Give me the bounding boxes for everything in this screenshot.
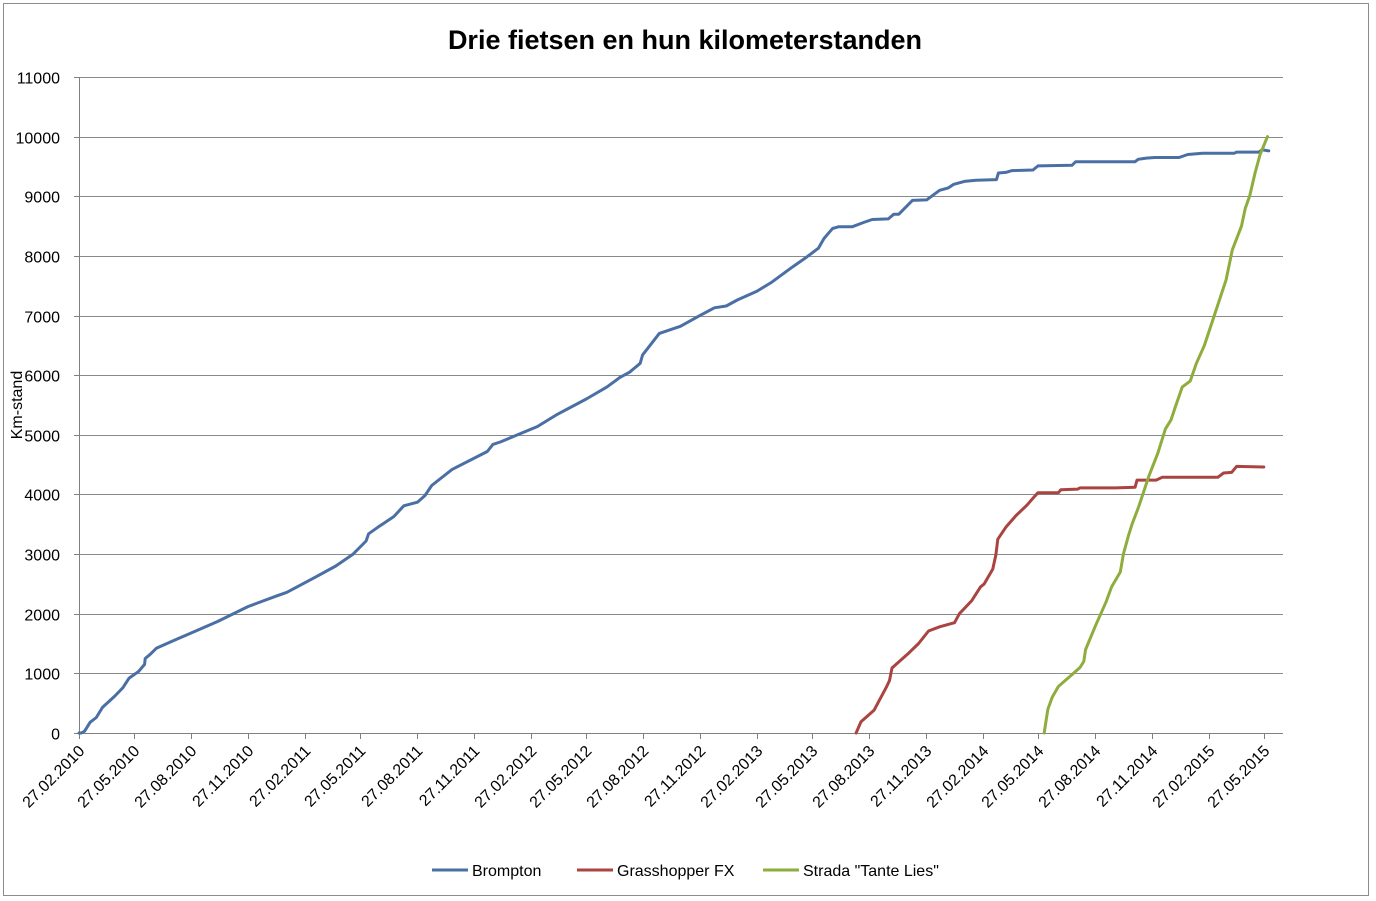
y-axis-label: Km-stand	[9, 371, 26, 439]
legend-label-1: Grasshopper FX	[617, 863, 735, 880]
y-tick-label: 2000	[24, 608, 60, 625]
series-lines	[77, 135, 1271, 735]
x-tick-labels: 27.02.201027.05.201027.08.201027.11.2010…	[20, 743, 1274, 812]
y-tick-label: 10000	[16, 131, 61, 148]
x-tick-label: 27.08.2010	[132, 743, 201, 812]
y-tick-label: 0	[51, 727, 60, 744]
x-tick-label: 27.08.2012	[584, 743, 653, 812]
gridlines	[74, 77, 1283, 734]
y-tick-label: 1000	[24, 667, 60, 684]
legend-label-2: Strada "Tante Lies"	[803, 863, 939, 880]
series-line-0	[77, 148, 1271, 735]
y-tick-label: 5000	[24, 429, 60, 446]
y-tick-label: 8000	[24, 250, 60, 267]
x-tick-label: 27.08.2011	[359, 743, 427, 811]
y-tick-label: 7000	[24, 310, 60, 327]
chart-frame	[3, 3, 1369, 896]
y-tick-label: 11000	[17, 71, 60, 88]
series-line-1	[854, 464, 1266, 735]
y-tick-label: 6000	[24, 369, 60, 386]
y-tick-label: 4000	[24, 488, 60, 505]
series-line-2	[1042, 135, 1269, 735]
x-tick-label: 27.08.2013	[810, 743, 879, 812]
y-tick-labels: 0 1000 2000 3000 4000 5000 6000 7000 8000 9000 100…	[16, 71, 61, 744]
axes	[79, 77, 1283, 739]
x-tick-label: 27.08.2014	[1036, 743, 1105, 812]
y-tick-label: 3000	[24, 548, 60, 565]
chart-title: Drie fietsen en hun kilometerstanden	[448, 25, 922, 55]
y-tick-label: 9000	[24, 190, 60, 207]
legend: Brompton Grasshopper FX Strada "Tante Lies…	[432, 863, 939, 880]
legend-label-0: Brompton	[472, 863, 541, 880]
